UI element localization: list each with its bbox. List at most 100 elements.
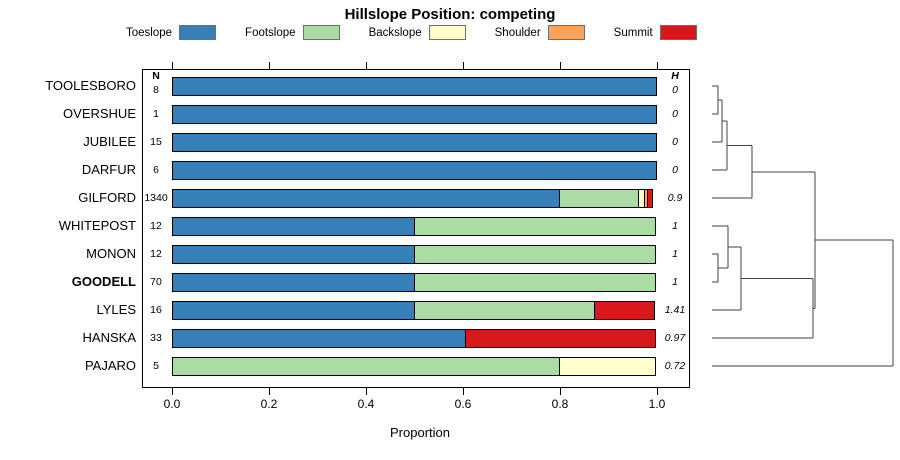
legend-item-summit: Summit (614, 25, 697, 40)
bar-row-overshue (172, 104, 657, 124)
bar-segment-toeslope (172, 76, 657, 96)
category-label-jubilee: JUBILEE (83, 134, 136, 149)
h-value: 1 (672, 248, 678, 260)
legend: Toeslope Footslope Backslope Shoulder Summit (126, 25, 697, 40)
bar-segment-footslope (559, 188, 640, 208)
legend-item-backslope: Backslope (369, 25, 466, 40)
bar-row-goodell (172, 272, 656, 292)
bar-segment-footslope (413, 244, 656, 264)
n-value: 12 (150, 248, 162, 260)
bar-segment-toeslope (172, 104, 657, 124)
h-column-header: H (671, 70, 679, 82)
legend-label: Backslope (368, 26, 422, 39)
bar-segment-footslope (172, 356, 560, 376)
category-label-lyles: LYLES (96, 302, 136, 317)
x-tick-bottom (560, 388, 561, 395)
bar-segment-toeslope (172, 188, 560, 208)
x-tick-bottom (172, 388, 173, 395)
category-label-gilford: GILFORD (78, 190, 136, 205)
category-label-monon: MONON (86, 246, 136, 261)
x-tick-label: 1.0 (648, 397, 666, 411)
x-tick-top (366, 62, 367, 69)
x-tick-top (463, 62, 464, 69)
n-value: 1 (153, 108, 159, 120)
x-tick-top (657, 62, 658, 69)
bar-row-hanska (172, 328, 656, 348)
category-label-hanska: HANSKA (82, 330, 136, 345)
x-tick-bottom (657, 388, 658, 395)
legend-swatch-shoulder-icon (547, 25, 585, 40)
x-tick-top (172, 62, 173, 69)
legend-label: Summit (613, 26, 653, 39)
bar-segment-backslope (559, 356, 656, 376)
n-value: 5 (153, 360, 159, 372)
bar-row-monon (172, 244, 656, 264)
n-value: 6 (153, 164, 159, 176)
category-label-overshue: OVERSHUE (63, 106, 136, 121)
x-tick-label: 0.8 (551, 397, 569, 411)
x-axis-label: Proportion (390, 425, 450, 440)
bar-segment-toeslope (172, 216, 415, 236)
h-value: 0.72 (664, 360, 686, 372)
legend-swatch-footslope-icon (302, 25, 340, 40)
bar-row-jubilee (172, 132, 657, 152)
bar-row-darfur (172, 160, 657, 180)
n-value: 1340 (144, 192, 168, 204)
x-tick-bottom (463, 388, 464, 395)
chart-title: Hillslope Position: competing (344, 6, 556, 23)
bar-row-toolesboro (172, 76, 657, 96)
bar-segment-summit (464, 328, 656, 348)
legend-item-toeslope: Toeslope (126, 25, 217, 40)
legend-swatch-toeslope-icon (179, 25, 217, 40)
legend-swatch-backslope-icon (428, 25, 466, 40)
x-tick-bottom (366, 388, 367, 395)
bar-row-pajaro (172, 356, 656, 376)
plot-box (142, 69, 690, 388)
x-tick-label: 0.6 (454, 397, 472, 411)
x-tick-label: 0.4 (357, 397, 375, 411)
legend-item-footslope: Footslope (245, 25, 340, 40)
h-value: 0 (672, 108, 678, 120)
h-value: 0 (672, 136, 678, 148)
bar-segment-toeslope (172, 132, 657, 152)
x-tick-label: 0.0 (163, 397, 181, 411)
h-value: 0.97 (664, 332, 686, 344)
category-label-pajaro: PAJARO (84, 358, 136, 373)
bar-segment-toeslope (172, 244, 415, 264)
h-value: 0 (672, 164, 678, 176)
legend-item-shoulder: Shoulder (495, 25, 585, 40)
bar-segment-toeslope (172, 272, 415, 292)
n-value: 70 (150, 276, 162, 288)
h-value: 1.41 (664, 304, 686, 316)
legend-label: Footslope (245, 26, 296, 39)
bar-segment-toeslope (172, 300, 415, 320)
category-label-goodell: GOODELL (71, 274, 136, 289)
bar-row-whitepost (172, 216, 656, 236)
x-tick-top (269, 62, 270, 69)
h-value: 0 (672, 84, 678, 96)
category-label-toolesboro: TOOLESBORO (45, 78, 136, 93)
x-tick-top (560, 62, 561, 69)
bar-segment-footslope (413, 216, 656, 236)
h-value: 1 (672, 276, 678, 288)
h-value: 1 (672, 220, 678, 232)
bar-segment-toeslope (172, 328, 466, 348)
h-value: 0.9 (667, 192, 683, 204)
legend-label: Shoulder (494, 26, 541, 39)
legend-label: Toeslope (126, 26, 173, 39)
n-value: 16 (150, 304, 162, 316)
bar-segment-toeslope (172, 160, 657, 180)
category-label-darfur: DARFUR (81, 162, 136, 177)
n-column-header: N (152, 70, 160, 82)
n-value: 33 (150, 332, 162, 344)
category-label-whitepost: WHITEPOST (58, 218, 136, 233)
bar-row-lyles (172, 300, 655, 320)
x-tick-bottom (269, 388, 270, 395)
bar-segment-footslope (413, 300, 596, 320)
n-value: 15 (150, 136, 162, 148)
n-value: 8 (153, 84, 159, 96)
x-tick-label: 0.2 (260, 397, 278, 411)
bar-row-gilford (172, 188, 653, 208)
bar-segment-summit (594, 300, 655, 320)
